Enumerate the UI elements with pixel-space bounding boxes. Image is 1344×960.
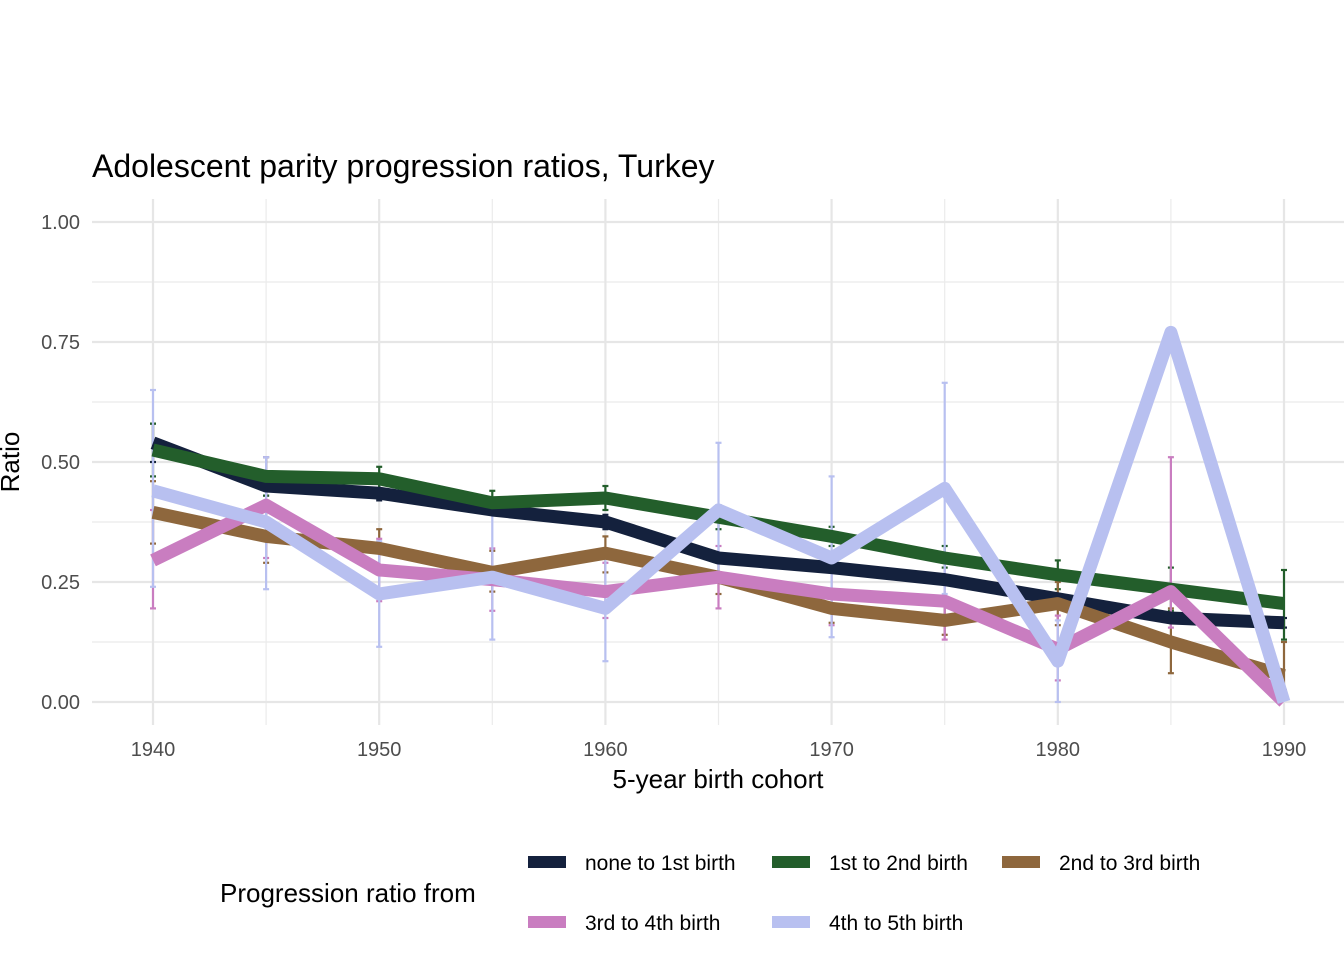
y-tick-label: 0.25	[41, 572, 80, 594]
chart-title: Adolescent parity progression ratios, Tu…	[92, 148, 715, 184]
series-lines	[150, 325, 1291, 707]
legend-label: 4th to 5th birth	[829, 912, 963, 935]
y-axis-ticks: 0.00 0.25 0.50 0.75 1.00	[41, 212, 80, 714]
series-line-5	[151, 325, 1291, 704]
series-line-1	[150, 436, 1285, 630]
y-tick-label: 0.00	[41, 692, 80, 714]
x-tick-label: 1980	[1036, 739, 1081, 761]
x-tick-label: 1940	[131, 739, 176, 761]
legend-item: 3rd to 4th birth	[528, 912, 720, 935]
legend-label: 3rd to 4th birth	[585, 912, 720, 935]
major-gridlines	[92, 199, 1344, 725]
legend: none to 1st birth 1st to 2nd birth 2nd to …	[528, 852, 1200, 935]
legend-item: 4th to 5th birth	[772, 912, 963, 935]
legend-label: none to 1st birth	[585, 852, 736, 875]
y-axis-title: Ratio	[0, 432, 25, 493]
x-tick-label: 1960	[583, 739, 628, 761]
x-tick-label: 1950	[357, 739, 402, 761]
y-tick-label: 0.50	[41, 452, 80, 474]
x-axis-ticks: 1940 1950 1960 1970 1980 1990	[131, 739, 1307, 761]
y-tick-label: 1.00	[41, 212, 80, 234]
legend-item: 2nd to 3rd birth	[1002, 852, 1200, 875]
series-line-4	[150, 498, 1289, 707]
legend-item: 1st to 2nd birth	[772, 852, 968, 875]
legend-item: none to 1st birth	[528, 852, 736, 875]
x-tick-label: 1970	[809, 739, 854, 761]
legend-label: 1st to 2nd birth	[829, 852, 968, 875]
legend-label: 2nd to 3rd birth	[1059, 852, 1200, 875]
x-tick-label: 1990	[1262, 739, 1307, 761]
x-axis-title: 5-year birth cohort	[613, 764, 825, 794]
y-tick-label: 0.75	[41, 332, 80, 354]
legend-title: Progression ratio from	[220, 878, 476, 908]
